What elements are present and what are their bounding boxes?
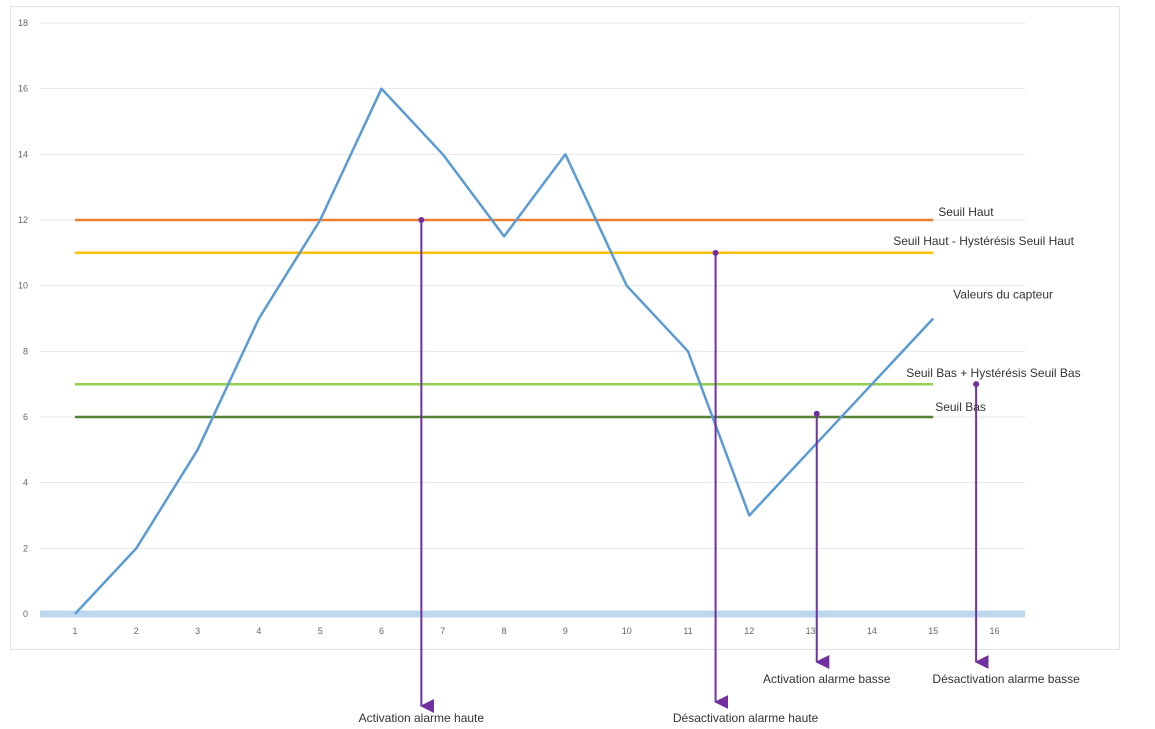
x-tick-label: 12	[744, 626, 754, 636]
y-tick-label: 12	[18, 215, 28, 225]
annotation-dot	[712, 249, 719, 256]
x-tick-label: 15	[928, 626, 938, 636]
annotation-dot	[418, 217, 425, 223]
y-tick-label: 14	[18, 149, 28, 159]
x-tick-label: 16	[989, 626, 999, 636]
y-tick-label: 16	[18, 84, 28, 94]
annotation-label: Activation alarme basse	[763, 672, 891, 686]
x-tick-label: 5	[318, 626, 323, 636]
annotation-dot	[813, 410, 820, 417]
series-label: Valeurs du capteur	[953, 288, 1053, 302]
x-tick-label: 13	[806, 626, 816, 636]
y-tick-label: 6	[23, 412, 28, 422]
y-tick-label: 8	[23, 346, 28, 356]
y-tick-label: 10	[18, 281, 28, 291]
y-tick-label: 18	[18, 18, 28, 28]
y-tick-label: 0	[23, 609, 28, 619]
x-tick-label: 9	[563, 626, 568, 636]
series-line-valeurs-du-capteur	[74, 87, 935, 615]
chart-frame	[10, 6, 1120, 650]
x-tick-label: 11	[683, 626, 692, 636]
x-tick-label: 10	[622, 626, 632, 636]
y-tick-label: 2	[23, 543, 28, 553]
series-label: Seuil Bas + Hystérésis Seuil Bas	[906, 366, 1080, 380]
x-tick-label: 6	[379, 626, 384, 636]
series-label: Seuil Haut	[938, 205, 994, 219]
x-tick-label: 8	[502, 626, 507, 636]
x-tick-label: 3	[195, 626, 200, 636]
x-tick-label: 14	[867, 626, 877, 636]
series-label: Seuil Bas	[935, 400, 986, 414]
x-tick-label: 2	[134, 626, 139, 636]
x-tick-label: 7	[440, 626, 445, 636]
series-label: Seuil Haut - Hystérésis Seuil Haut	[893, 234, 1074, 248]
annotation-dot	[973, 381, 980, 388]
annotation-label: Désactivation alarme basse	[932, 672, 1080, 686]
annotation-label: Activation alarme haute	[359, 711, 485, 725]
x-tick-label: 4	[256, 626, 261, 636]
x-tick-label: 1	[72, 626, 77, 636]
annotation-label: Désactivation alarme haute	[673, 711, 819, 725]
y-tick-label: 4	[23, 478, 28, 488]
